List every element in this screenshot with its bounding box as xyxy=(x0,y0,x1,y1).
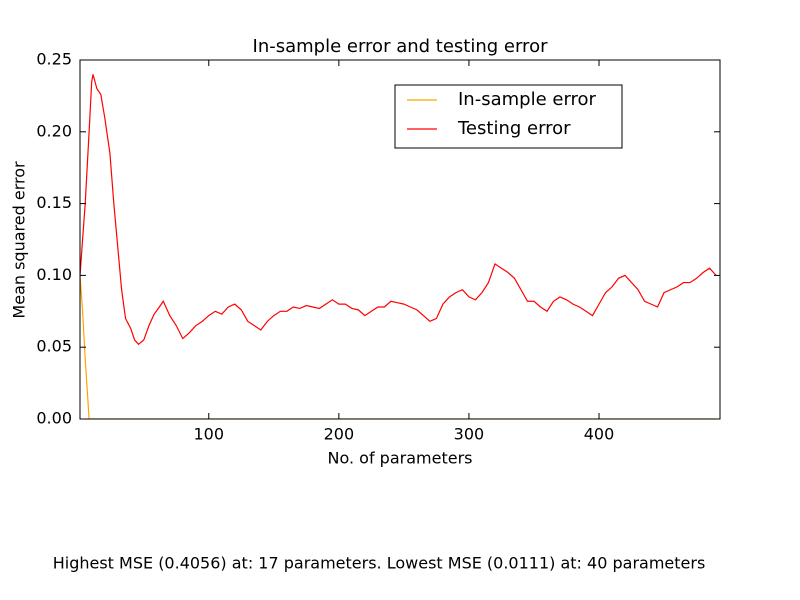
x-tick-label: 100 xyxy=(194,425,225,444)
legend-box xyxy=(394,84,623,149)
legend-label: Testing error xyxy=(457,118,571,139)
x-tick-label: 200 xyxy=(324,425,355,444)
y-tick-label: 0.20 xyxy=(36,121,72,140)
x-axis-label: No. of parameters xyxy=(328,449,473,468)
caption: Highest MSE (0.4056) at: 17 parameters. … xyxy=(53,554,706,573)
y-axis-label: Mean squared error xyxy=(10,161,29,319)
y-tick-label: 0.15 xyxy=(36,193,72,212)
plot-area xyxy=(80,74,717,419)
chart-title: In-sample error and testing error xyxy=(253,36,549,57)
y-tick-label: 0.10 xyxy=(36,265,72,284)
axes-frame xyxy=(79,59,721,420)
line xyxy=(80,74,717,346)
y-tick-label: 0.25 xyxy=(36,50,72,69)
y-tick-label: 0.05 xyxy=(36,337,72,356)
x-tick-label: 300 xyxy=(454,425,485,444)
legend-label: In-sample error xyxy=(458,89,597,110)
x-tick-label: 400 xyxy=(584,425,615,444)
y-tick-label: 0.00 xyxy=(36,409,72,428)
